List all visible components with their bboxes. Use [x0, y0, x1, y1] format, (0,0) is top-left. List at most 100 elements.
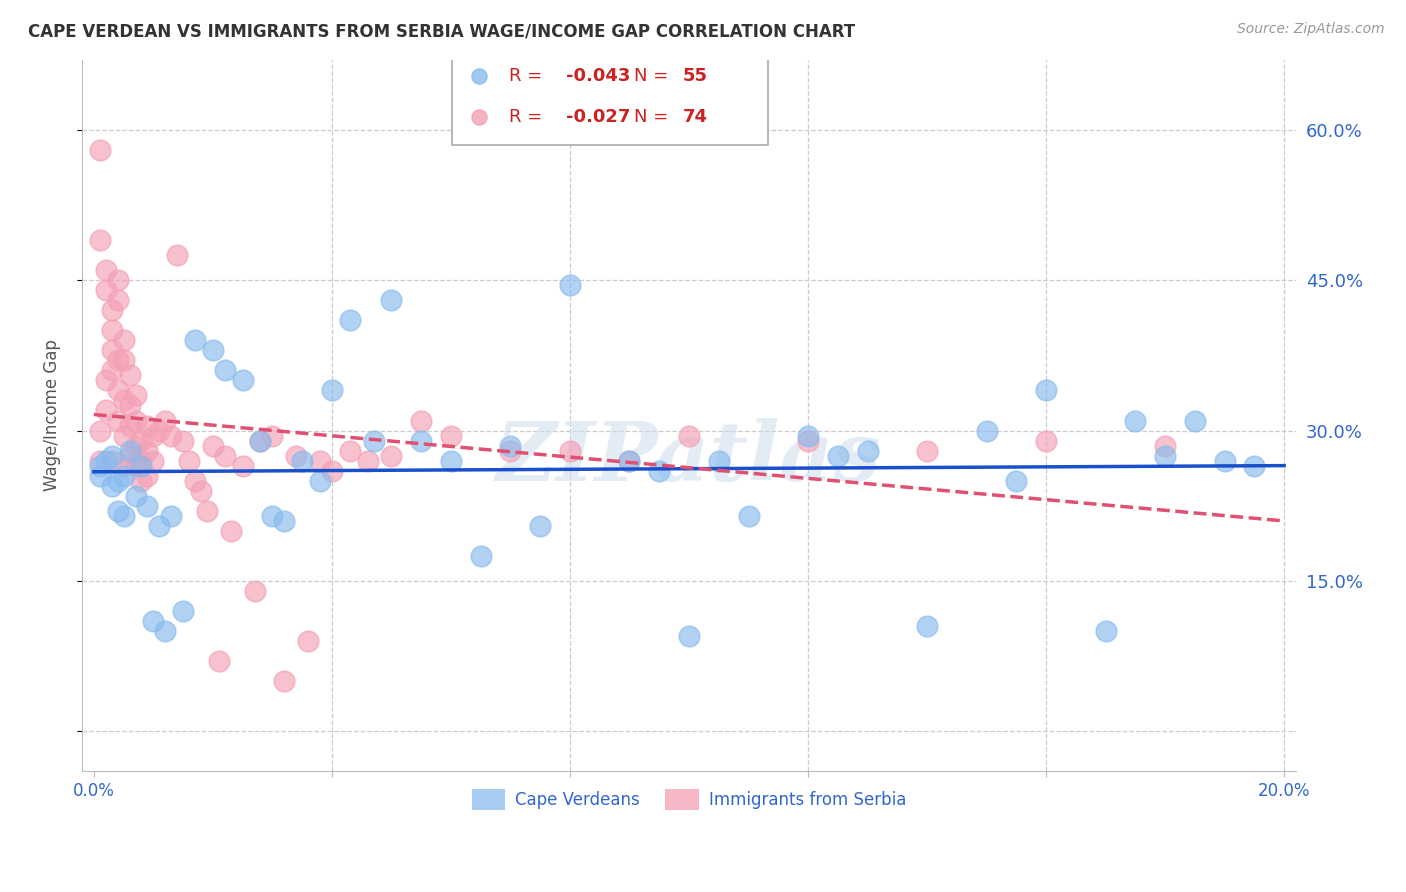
Point [321, 464, 343, 478]
FancyBboxPatch shape [453, 49, 768, 145]
Point [678, 428, 700, 442]
Point [797, 434, 820, 448]
Point [1035, 384, 1057, 398]
Text: ZIPatlas: ZIPatlas [496, 418, 882, 499]
Point [1184, 413, 1206, 427]
Point [136, 443, 159, 458]
Point [249, 434, 271, 448]
Legend: Cape Verdeans, Immigrants from Serbia: Cape Verdeans, Immigrants from Serbia [465, 783, 912, 816]
Point [89, 233, 111, 247]
Point [499, 439, 522, 453]
Point [201, 439, 224, 453]
Point [499, 443, 522, 458]
Point [112, 393, 135, 408]
Point [124, 388, 146, 402]
Point [737, 508, 759, 523]
Point [118, 449, 141, 463]
Point [976, 424, 998, 438]
Point [273, 514, 295, 528]
Point [107, 293, 129, 308]
Point [1035, 434, 1057, 448]
Point [124, 458, 146, 473]
Point [184, 334, 207, 348]
Point [100, 323, 122, 337]
Point [470, 549, 492, 563]
Point [124, 439, 146, 453]
Point [356, 453, 378, 467]
Point [112, 334, 135, 348]
Text: -0.027: -0.027 [567, 108, 631, 126]
Point [118, 368, 141, 383]
Point [190, 483, 212, 498]
Point [112, 458, 135, 473]
Point [297, 634, 319, 648]
Point [619, 453, 641, 467]
Point [100, 303, 122, 318]
Point [273, 674, 295, 689]
Text: N =: N = [634, 108, 675, 126]
Text: 74: 74 [683, 108, 709, 126]
Point [172, 434, 194, 448]
Point [94, 283, 117, 297]
Point [380, 293, 402, 308]
Point [619, 453, 641, 467]
Point [232, 458, 254, 473]
Point [136, 418, 159, 433]
Point [380, 449, 402, 463]
Point [112, 468, 135, 483]
Point [249, 434, 271, 448]
Point [915, 443, 938, 458]
Point [131, 434, 153, 448]
Point [558, 443, 581, 458]
Point [89, 143, 111, 157]
Point [1005, 474, 1028, 488]
Point [94, 403, 117, 417]
Point [529, 518, 551, 533]
Text: Source: ZipAtlas.com: Source: ZipAtlas.com [1237, 22, 1385, 37]
Point [94, 263, 117, 277]
Y-axis label: Wage/Income Gap: Wage/Income Gap [44, 340, 60, 491]
Point [1125, 413, 1147, 427]
Point [94, 453, 117, 467]
Text: CAPE VERDEAN VS IMMIGRANTS FROM SERBIA WAGE/INCOME GAP CORRELATION CHART: CAPE VERDEAN VS IMMIGRANTS FROM SERBIA W… [28, 22, 855, 40]
Point [309, 453, 332, 467]
Point [262, 508, 284, 523]
Point [107, 504, 129, 518]
Text: -0.043: -0.043 [567, 67, 631, 85]
Point [142, 428, 165, 442]
Point [208, 654, 231, 668]
Text: 55: 55 [683, 67, 709, 85]
Point [112, 428, 135, 442]
Point [411, 434, 433, 448]
Point [309, 474, 332, 488]
Point [797, 428, 820, 442]
Point [411, 413, 433, 427]
Point [1154, 449, 1177, 463]
Point [1154, 439, 1177, 453]
Point [214, 363, 236, 377]
Point [100, 343, 122, 358]
Point [100, 449, 122, 463]
Point [100, 363, 122, 377]
Point [678, 629, 700, 643]
Point [243, 583, 266, 598]
Point [184, 474, 207, 488]
Point [195, 504, 218, 518]
Point [558, 278, 581, 293]
Point [648, 464, 671, 478]
Point [321, 384, 343, 398]
Point [219, 524, 242, 538]
Point [118, 418, 141, 433]
Point [339, 313, 361, 327]
Point [100, 453, 122, 467]
Point [107, 273, 129, 287]
Point [160, 508, 183, 523]
Point [142, 614, 165, 628]
Point [856, 443, 879, 458]
Point [148, 518, 170, 533]
Point [172, 604, 194, 618]
Point [262, 428, 284, 442]
Point [915, 619, 938, 633]
Point [118, 443, 141, 458]
Point [177, 453, 200, 467]
